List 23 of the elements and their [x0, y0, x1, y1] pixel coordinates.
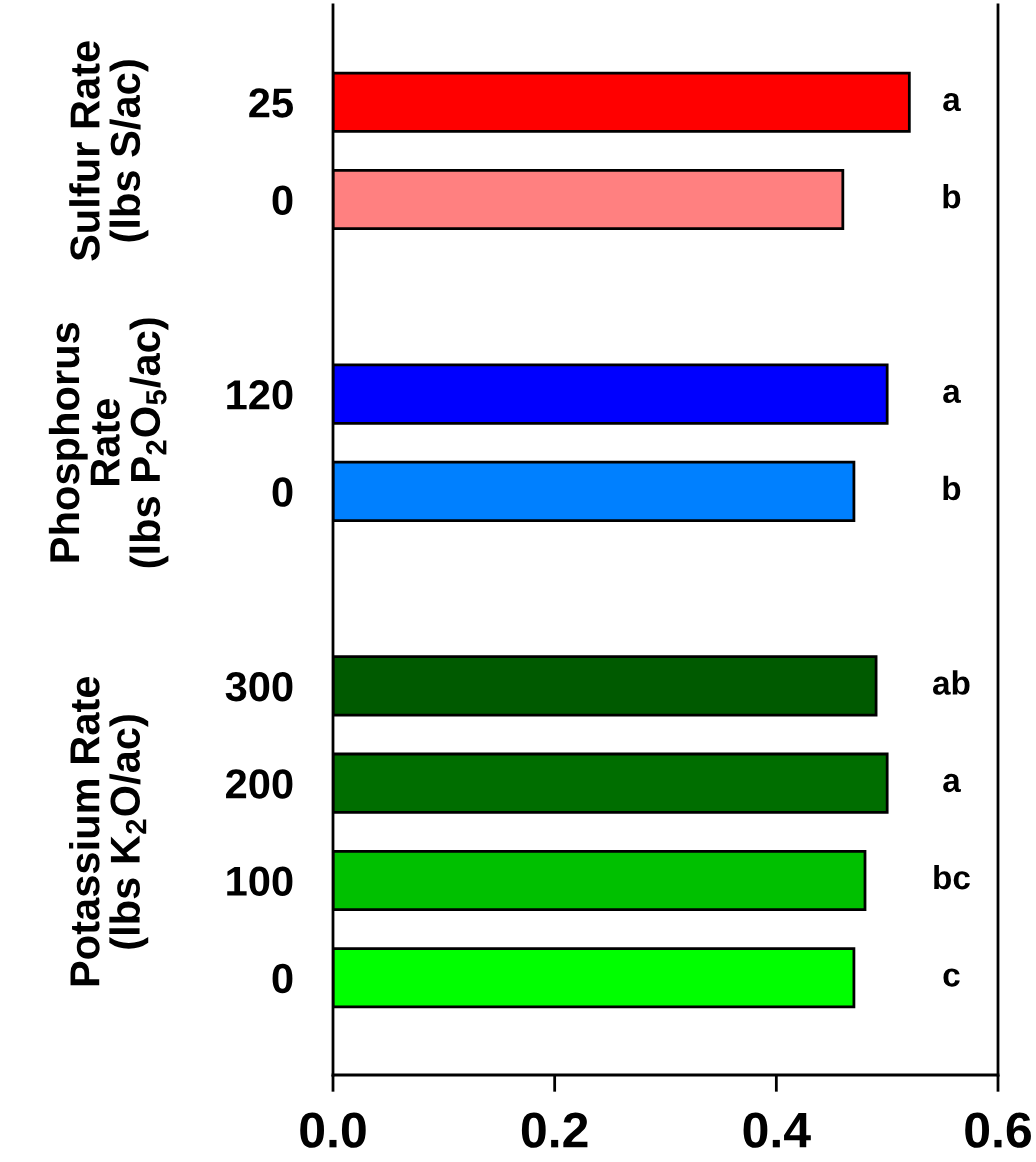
text: Sulfur Rate (lbs S/ac): [69, 41, 149, 261]
data-label: a: [943, 773, 961, 793]
y-tick-label: 0: [272, 185, 293, 216]
y-tick-label: 100: [227, 866, 293, 896]
text: Phosphorus Rate (lbs P$_{2}$O$_{5}$/ac): [48, 318, 169, 568]
x-tick-label: 0.2: [521, 1112, 588, 1148]
y-tick-label: 300: [225, 671, 293, 702]
text: Potassium Rate (lbs K$_{2}$O/ac): [69, 676, 149, 986]
data-label: ab: [932, 670, 970, 695]
x-tick-label: 0.4: [743, 1112, 811, 1148]
x-tick-label: 0.0: [300, 1112, 366, 1148]
data-label: b: [943, 475, 961, 501]
data-label: c: [943, 968, 960, 987]
y-tick-label: 200: [226, 769, 293, 799]
y-tick-label: 0: [272, 477, 293, 507]
data-label: a: [943, 384, 961, 404]
y-tick-label: 120: [227, 380, 293, 410]
x-tick-label: 0.6: [965, 1112, 1031, 1148]
data-label: bc: [934, 864, 970, 890]
data-label: b: [943, 184, 961, 209]
data-label: a: [943, 92, 961, 112]
y-tick-label: 25: [249, 88, 293, 118]
y-tick-label: 0: [272, 963, 293, 994]
